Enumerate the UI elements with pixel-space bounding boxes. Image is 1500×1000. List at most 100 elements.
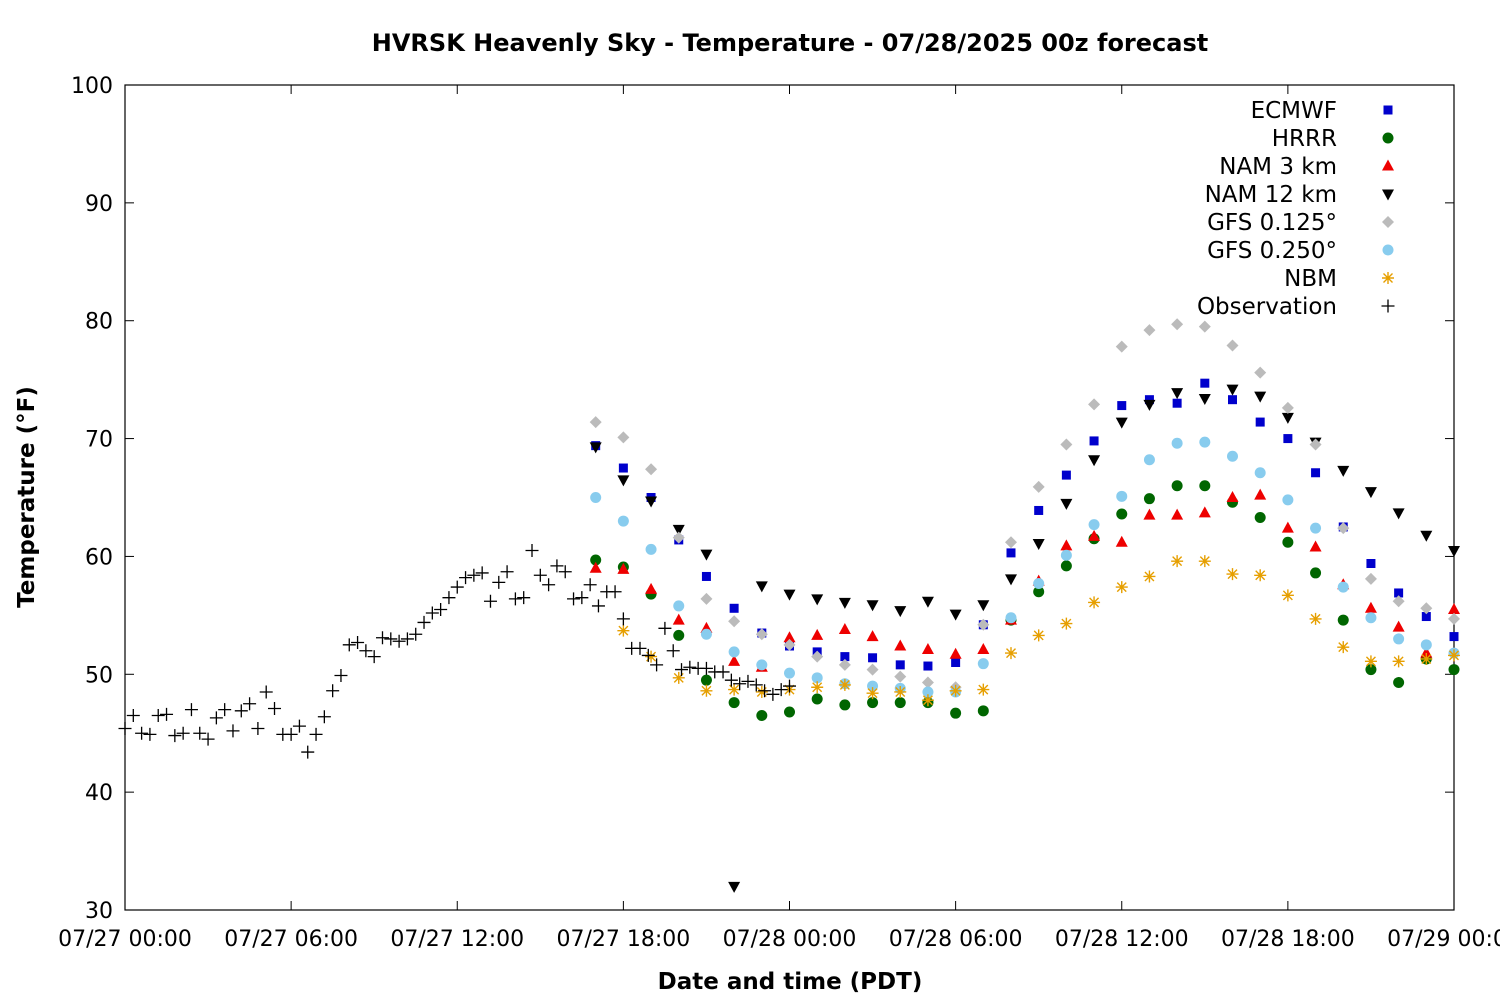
data-point-hrrr — [1116, 508, 1128, 520]
data-point-hrrr — [700, 674, 712, 686]
data-point-nam-12-km — [866, 600, 879, 612]
data-point-gfs-0-125 — [783, 638, 796, 651]
data-point-ecmwf — [1394, 588, 1404, 598]
data-point-nbm — [1143, 570, 1156, 583]
legend-marker-observation — [1381, 299, 1395, 313]
data-point-hrrr — [673, 629, 685, 641]
data-point-observation — [351, 635, 365, 649]
data-point-observation — [641, 648, 655, 662]
data-point-observation — [400, 632, 414, 646]
data-point-nbm — [1364, 655, 1377, 668]
data-point-observation — [500, 565, 514, 579]
data-point-hrrr — [950, 707, 962, 719]
data-point-gfs-0-125 — [921, 676, 934, 689]
data-point-nbm — [645, 650, 658, 663]
data-point-nbm — [1254, 569, 1267, 582]
plot-area-frame — [124, 84, 1455, 911]
data-point-observation — [724, 673, 738, 687]
x-tick-label: 07/27 06:00 — [224, 927, 358, 952]
data-point-ecmwf — [729, 603, 739, 613]
data-point-nam-12-km — [755, 581, 768, 593]
data-point-observation — [467, 568, 481, 582]
data-point-nam-3-km — [645, 582, 658, 594]
y-tick-label: 60 — [85, 545, 113, 570]
data-point-observation — [550, 559, 564, 573]
data-point-nbm — [1337, 641, 1350, 654]
data-point-observation — [309, 727, 323, 741]
data-point-observation — [209, 711, 223, 725]
x-tick-label: 07/28 18:00 — [1221, 927, 1355, 952]
data-point-observation — [683, 660, 697, 674]
data-point-nam-12-km — [1198, 394, 1211, 405]
data-point-observation — [650, 658, 664, 672]
data-point-ecmwf — [1228, 395, 1237, 405]
data-point-nbm — [700, 684, 713, 697]
data-point-gfs-0-250 — [1005, 612, 1017, 624]
data-point-nam-12-km — [977, 600, 990, 612]
data-point-gfs-0-250 — [1088, 519, 1100, 531]
data-point-nam-12-km — [949, 609, 962, 621]
data-point-nbm — [1226, 568, 1239, 581]
data-point-nbm — [1171, 555, 1184, 568]
data-point-nam-3-km — [838, 623, 851, 634]
data-point-observation — [475, 566, 489, 580]
data-point-nam-3-km — [1115, 535, 1128, 547]
data-point-observation — [251, 722, 265, 735]
y-tick-label: 30 — [85, 899, 113, 924]
data-point-observation — [434, 602, 448, 616]
data-point-gfs-0-125 — [1115, 340, 1128, 353]
data-point-nbm — [866, 687, 879, 700]
data-point-hrrr — [784, 706, 795, 718]
data-point-nam-3-km — [1309, 540, 1322, 552]
data-point-observation — [135, 726, 149, 740]
data-point-gfs-0-250 — [1393, 633, 1405, 645]
data-point-observation — [741, 674, 755, 688]
data-point-gfs-0-125 — [977, 618, 990, 631]
x-axis-ticks: 07/27 00:00 07/27 06:00 07/27 12:00 07/27 1… — [58, 85, 1500, 952]
data-point-gfs-0-250 — [1171, 437, 1183, 449]
data-point-nbm — [811, 681, 824, 694]
data-point-gfs-0-125 — [672, 531, 685, 544]
data-point-nam-3-km — [894, 639, 907, 651]
data-point-gfs-0-125 — [866, 663, 879, 676]
x-tick-label: 07/27 18:00 — [556, 927, 690, 952]
data-point-hrrr — [1143, 493, 1155, 505]
data-point-observation — [126, 709, 140, 723]
data-point-observation — [459, 571, 473, 585]
legend-marker-nam-12-km — [1382, 189, 1394, 201]
data-point-hrrr — [977, 705, 989, 717]
data-point-observation — [292, 719, 306, 733]
data-point-observation — [226, 724, 240, 738]
data-point-ecmwf — [895, 660, 905, 670]
data-point-observation — [749, 678, 763, 692]
data-point-gfs-0-250 — [1227, 450, 1238, 462]
y-tick-label: 50 — [85, 663, 113, 688]
data-point-observation — [201, 732, 215, 746]
data-point-nam-3-km — [921, 643, 934, 655]
data-point-nam-3-km — [949, 647, 962, 659]
data-point-nam-12-km — [1143, 399, 1156, 411]
data-point-nam-3-km — [589, 561, 602, 573]
data-point-nam-3-km — [783, 631, 796, 643]
data-point-nam-3-km — [1171, 508, 1184, 520]
data-point-hrrr — [867, 697, 879, 709]
data-point-gfs-0-125 — [1254, 366, 1267, 379]
data-point-observation — [334, 668, 348, 682]
data-point-gfs-0-250 — [1337, 581, 1349, 593]
data-point-nam-12-km — [1226, 384, 1239, 396]
data-point-nbm — [755, 685, 768, 698]
data-point-ecmwf — [1311, 468, 1321, 478]
data-point-gfs-0-125 — [838, 658, 851, 671]
legend-marker-hrrr — [1382, 132, 1394, 144]
data-point-ecmwf — [1144, 395, 1154, 405]
data-point-nam-12-km — [1281, 412, 1294, 424]
data-point-observation — [168, 729, 182, 743]
data-point-nbm — [617, 624, 630, 637]
legend-label-gfs-0-250: GFS 0.250° — [1207, 238, 1337, 264]
data-point-observation — [766, 687, 780, 701]
data-point-observation — [483, 594, 497, 608]
legend-label-ecmwf: ECMWF — [1251, 98, 1337, 124]
data-point-gfs-0-125 — [1171, 318, 1184, 331]
data-point-gfs-0-125 — [1364, 572, 1377, 585]
data-point-gfs-0-250 — [617, 515, 629, 527]
